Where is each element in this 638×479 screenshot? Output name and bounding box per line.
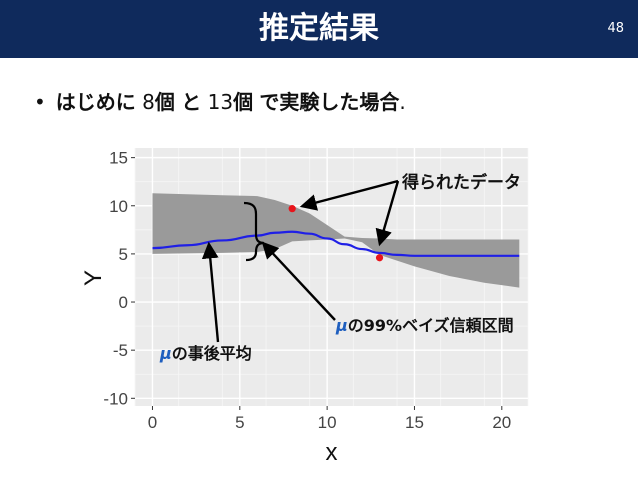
x-tick-label: 0 [148,413,157,432]
observed-point [375,254,384,262]
mean-label: μの事後平均 [159,344,252,363]
bullet-seg-6: 個 [233,90,254,114]
y-tick-label: -5 [113,341,128,360]
x-tick-label: 10 [318,413,337,432]
slide-title: 推定結果 [259,11,379,46]
arrow-to-point-1 [299,179,399,211]
interval-label: μの99%ベイズ信頼区間 [335,316,514,335]
interval-label-text: の99%ベイズ信頼区間 [348,316,514,335]
bullet-seg-8: . [399,90,406,114]
bullet-seg-1: はじめに [55,90,136,114]
bullet-seg-5: 13 [207,90,234,114]
y-tick-label: 0 [119,293,128,312]
credible-band [152,193,520,288]
mean-label-text: の事後平均 [172,344,252,363]
arrow-to-point-2 [375,180,400,247]
posterior-mean-line [152,230,520,257]
x-tick-label: 5 [235,413,244,432]
title-bar: 推定結果 48 [0,0,638,58]
arrow-to-brace [261,241,336,321]
bullet-seg-3: 個 [154,90,175,114]
page-number: 48 [607,21,624,36]
mu-symbol-mean: μ [159,344,172,363]
x-axis-label: x [326,439,338,466]
bullet-seg-7: で実験した場合 [259,90,400,114]
mu-symbol-interval: μ [335,316,348,335]
y-tick-label: 5 [119,245,128,264]
grid [134,148,529,406]
bullet-seg-4: と [181,90,202,114]
x-tick-label: 15 [405,413,424,432]
y-axis-label: Y [80,270,107,286]
bullet-symbol: • [34,90,46,114]
observed-point [288,205,296,213]
bullet-seg-2: 8 [142,90,155,114]
y-tick-label: 10 [109,197,128,216]
y-tick-label: 15 [109,149,128,168]
y-tick-label: -10 [103,389,128,408]
arrow-to-mean-line [201,241,220,343]
observed-points [288,205,384,262]
annotation-arrows [201,179,400,343]
axis-ticks: 0 5 10 15 20 -10 -5 0 5 10 15 [103,149,511,432]
x-tick-label: 20 [492,413,511,432]
observed-data-label: 得られたデータ [401,172,521,193]
bullet-text: • はじめに 8個 と 13個 で実験した場合. [34,86,406,115]
